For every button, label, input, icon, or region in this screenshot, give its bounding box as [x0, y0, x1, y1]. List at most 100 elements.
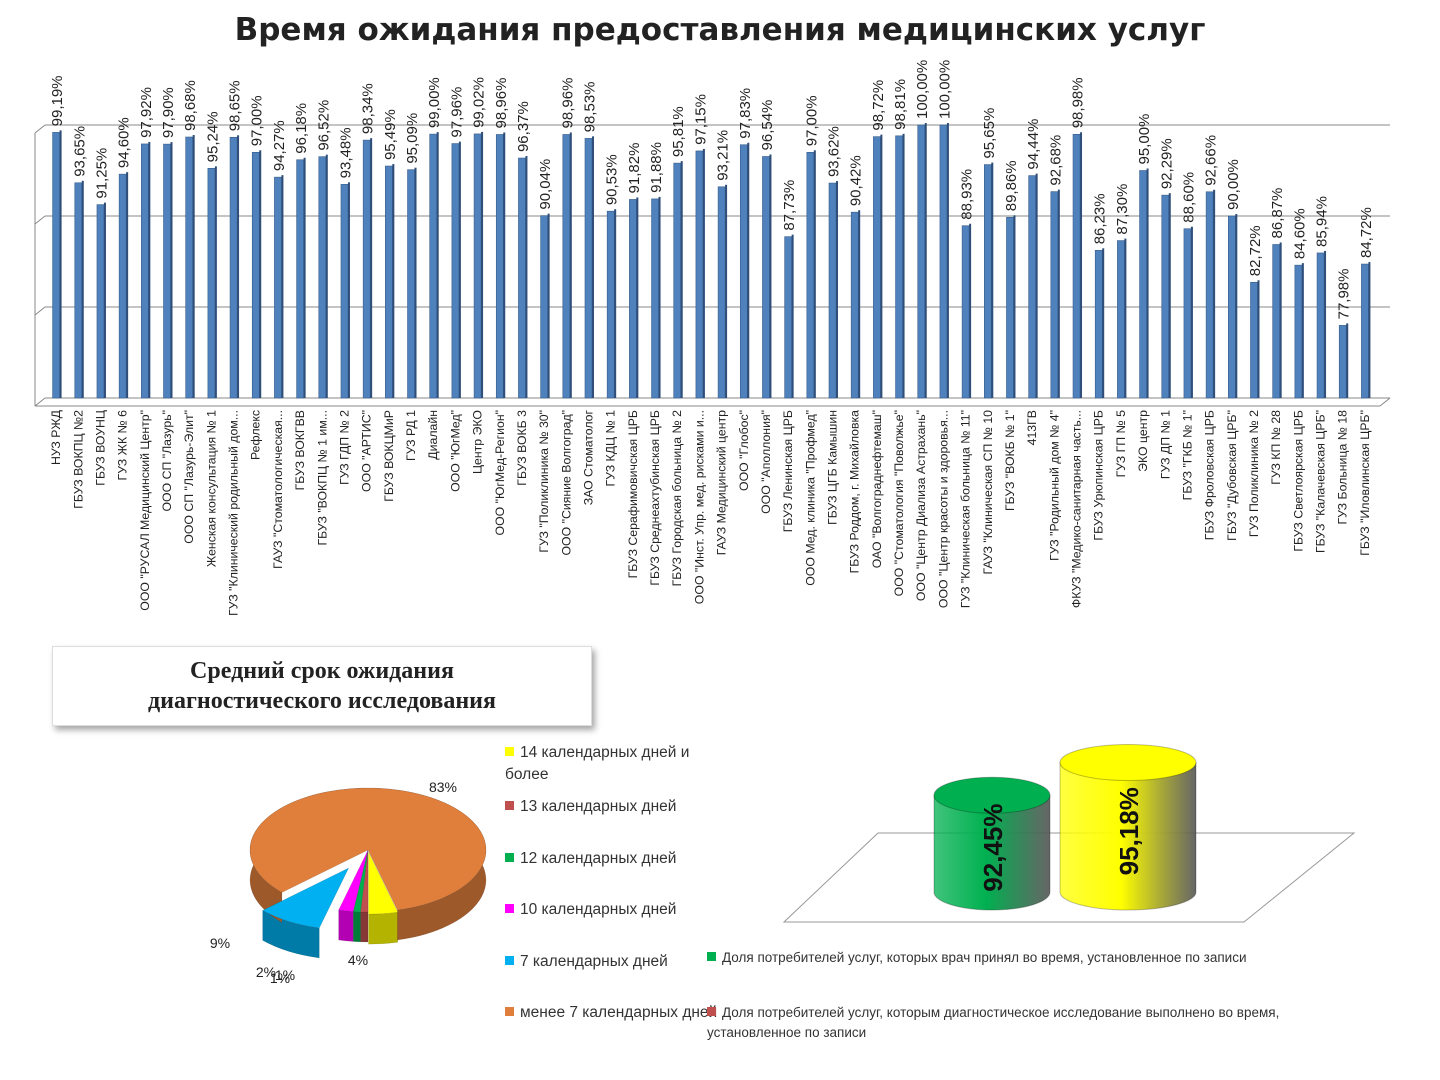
bar-side: [946, 123, 949, 398]
data-label: 100,00%: [936, 60, 953, 119]
category-label: ГУЗ "Родильный дом № 4": [1047, 410, 1061, 561]
cylinder-bar: 95,18%: [1059, 743, 1197, 911]
category-label: НУЗ РЖД: [49, 409, 63, 465]
bar: [429, 133, 438, 399]
bar: [850, 211, 859, 399]
legend-label: менее 7 календарных дней: [520, 1004, 718, 1021]
data-label: 89,86%: [1003, 160, 1020, 211]
data-label: 92,68%: [1047, 135, 1064, 186]
data-label: 90,00%: [1225, 159, 1242, 210]
data-label: 99,02%: [471, 77, 488, 128]
bar-side: [547, 213, 550, 398]
data-label: 100,00%: [914, 60, 931, 119]
bar: [518, 157, 526, 399]
bar: [1316, 252, 1325, 399]
category-label: ГБУЗ ВОКБ 3: [515, 410, 529, 486]
bar-side: [1346, 323, 1349, 398]
bar: [473, 133, 482, 399]
bar: [96, 204, 105, 399]
data-label: 95,09%: [404, 113, 421, 164]
data-label: 95,81%: [670, 106, 687, 157]
category-label: ГУЗ "Поликлиника № 30": [537, 410, 551, 553]
data-label: 96,37%: [515, 101, 532, 152]
page-title: Время ожидания предоставления медицински…: [234, 12, 1206, 48]
pie-data-label: 1%: [275, 967, 295, 983]
data-label: 77,98%: [1336, 269, 1353, 320]
category-label: ГУЗ ГДП № 2: [337, 410, 351, 485]
category-label: ООО СП "Лазурь-Элит": [182, 410, 196, 544]
data-label: 99,00%: [426, 77, 443, 128]
pie-chart-title-box: Средний срок ожидания диагностического и…: [52, 646, 592, 726]
data-label: 91,82%: [626, 143, 643, 194]
pie-data-label: 83%: [429, 779, 457, 795]
bar-side: [836, 181, 839, 398]
data-label: 82,72%: [1247, 225, 1264, 276]
bar: [1050, 191, 1059, 399]
bar-side: [1235, 214, 1238, 398]
category-label: ГБУЗ "Дубовская ЦРБ": [1225, 410, 1239, 541]
bar-side: [636, 197, 639, 398]
category-label: ГБУЗ ВОКГВВ: [293, 410, 307, 490]
bar-side: [481, 131, 484, 398]
bar-side: [525, 156, 528, 398]
bar: [1294, 264, 1303, 399]
pie-data-label: 2%: [256, 964, 276, 980]
bar-side: [1301, 263, 1304, 398]
bar-side: [725, 184, 728, 398]
bar: [1250, 281, 1258, 399]
data-label: 97,00%: [803, 95, 820, 146]
bar: [207, 168, 216, 399]
bar: [185, 136, 193, 399]
data-label: 98,53%: [581, 82, 598, 133]
data-label: 87,30%: [1114, 184, 1131, 235]
bar: [1338, 325, 1347, 399]
category-label: ГБУЗ ВОКПЦ №2: [71, 410, 85, 509]
category-label: ООО "Центр красоты и здоровья...: [936, 410, 950, 608]
bar: [651, 198, 659, 399]
data-label: 84,60%: [1291, 208, 1308, 259]
data-label: 97,92%: [138, 87, 155, 138]
pie-labels: 4% 1%1%2% 9% 83%: [210, 779, 457, 986]
bar-side: [1213, 189, 1216, 398]
category-label: ГУЗ Поликлиника № 2: [1247, 410, 1261, 537]
data-label: 93,65%: [71, 126, 88, 177]
category-label: ГУЗ КП № 28: [1269, 410, 1283, 485]
pie-data-label: 4%: [348, 952, 368, 968]
bar: [1361, 263, 1369, 399]
category-label: ГУЗ ГП № 5: [1114, 410, 1128, 478]
data-label: 96,18%: [293, 103, 310, 154]
data-label: 98,34%: [360, 83, 377, 134]
legend-label: 14 календарных дней и более: [505, 744, 690, 784]
cylinder-top: [933, 776, 1051, 814]
category-label: ООО Мед. клиника "Профмед": [803, 410, 817, 586]
data-label: 94,44%: [1025, 119, 1042, 170]
data-label: 98,65%: [227, 80, 244, 131]
legend-label: Доля потребителей услуг, которых врач пр…: [722, 950, 1247, 965]
category-label: ООО "Глобос": [737, 410, 751, 491]
data-label: 98,68%: [182, 80, 199, 131]
bar: [385, 165, 393, 399]
bar: [1094, 250, 1103, 399]
bar: [717, 186, 726, 399]
data-label: 98,98%: [1070, 77, 1087, 128]
bar-side: [1257, 280, 1260, 398]
data-label: 93,48%: [337, 127, 354, 178]
category-label: ОАО "Волгограднефтемаш": [870, 410, 884, 568]
category-label: ФКУЗ "Медико-санитарная часть...: [1070, 410, 1084, 608]
bar-side: [259, 150, 262, 398]
wait-time-bar-chart: 99,19% 93,65% 91,25% 94,60% 97,92% 97,90% 98,6…: [34, 60, 1391, 616]
bar-side: [591, 136, 594, 398]
bar-side: [392, 164, 395, 398]
pie-slice-side: [338, 909, 354, 942]
category-label: ГБУЗ Серафимовичская ЦРБ: [626, 410, 640, 578]
bar: [939, 124, 948, 399]
bar-side: [1124, 238, 1127, 398]
category-label: ГУЗ Больница № 18: [1336, 410, 1350, 525]
category-label: ООО "ЮгМед-Регион": [493, 410, 507, 535]
bar-side: [192, 135, 195, 398]
pie-slice-side: [360, 911, 369, 943]
bar: [74, 182, 83, 399]
bar-side: [126, 172, 129, 398]
bar-side: [1146, 168, 1149, 398]
category-label: ГБУЗ Городская больница № 2: [670, 410, 684, 587]
